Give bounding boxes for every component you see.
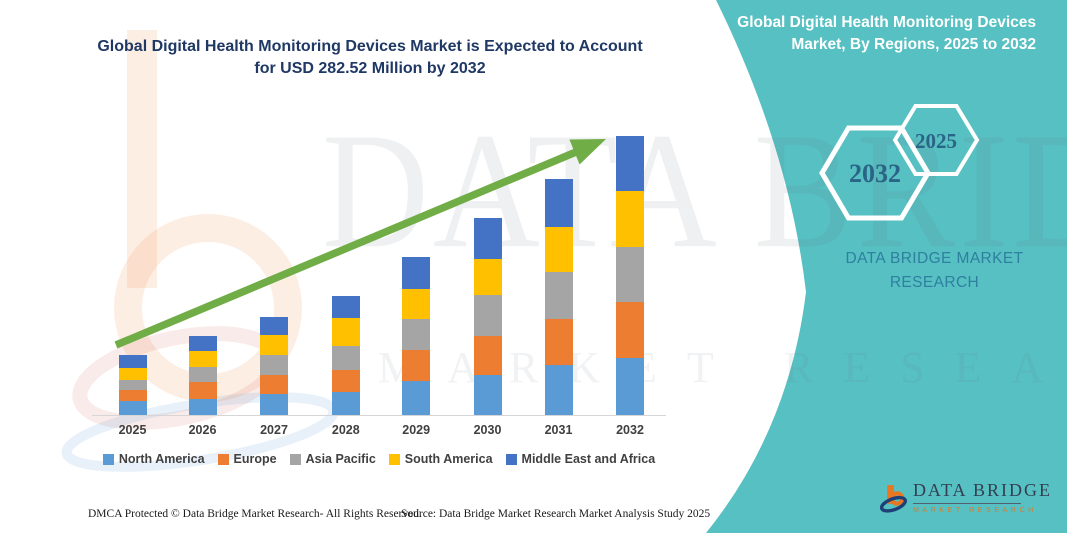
hexagon-2025-label: 2025 — [915, 129, 957, 153]
bar-segment — [260, 354, 288, 375]
bar-segment — [331, 392, 360, 415]
hexagon-2025 — [892, 104, 980, 176]
hexagon-2032-label: 2032 — [849, 159, 901, 188]
legend-label: South America — [404, 452, 493, 466]
bar-segment — [402, 380, 431, 415]
legend-item: South America — [388, 452, 493, 466]
bar-segment — [260, 375, 288, 395]
legend-swatch-icon — [289, 453, 301, 465]
bar-segment — [188, 366, 217, 383]
bar-segment — [616, 135, 644, 192]
legend-label: Europe — [233, 452, 277, 466]
logo-name: DATA BRIDGE — [912, 480, 1052, 500]
bar-segment — [331, 296, 360, 319]
x-axis-label: 2029 — [402, 423, 431, 437]
footer-copyright: DMCA Protected © Data Bridge Market Rese… — [88, 508, 422, 520]
dbmr-logo-icon — [880, 485, 907, 513]
bar-segment — [544, 364, 573, 415]
bar-segment — [188, 335, 217, 352]
bar-segment — [402, 349, 431, 381]
bar-segment — [260, 317, 288, 336]
legend-item: Europe — [217, 452, 277, 466]
bar-segment — [118, 368, 147, 380]
bar-segment — [118, 354, 147, 369]
bar-segment — [616, 247, 644, 303]
legend-label: Middle East and Africa — [521, 452, 656, 466]
bar-segment — [118, 379, 147, 391]
bar-segment — [473, 218, 502, 260]
bar-segment — [118, 400, 147, 415]
legend-swatch-icon — [388, 453, 400, 465]
bar-segment — [473, 335, 502, 376]
x-axis-label: 2032 — [616, 423, 644, 437]
x-axis-label: 2030 — [473, 423, 502, 437]
legend: North America Europe Asia Pacific South Ame… — [88, 452, 670, 466]
bar-segment — [402, 319, 431, 350]
legend-swatch-icon — [505, 453, 517, 465]
x-axis-label: 2025 — [118, 423, 147, 437]
logo-divider — [912, 503, 1021, 504]
bar-segment — [188, 382, 217, 399]
bar-segment — [402, 257, 431, 289]
legend-swatch-icon — [217, 453, 229, 465]
bar-segment — [188, 351, 217, 367]
bar-segment — [473, 259, 502, 295]
legend-item: Asia Pacific — [289, 452, 376, 466]
legend-label: Asia Pacific — [305, 452, 376, 466]
footer-source: Source: Data Bridge Market Research Mark… — [401, 508, 711, 520]
legend-label: North America — [118, 452, 205, 466]
bar-segment — [544, 318, 573, 365]
bar-segment — [544, 179, 573, 228]
chart-title: Global Digital Health Monitoring Devices… — [97, 38, 643, 77]
bar-segment — [331, 318, 360, 346]
x-axis-label: 2028 — [331, 423, 360, 437]
bar-segment — [544, 227, 573, 272]
bar-segment — [616, 358, 644, 415]
bar-segment — [260, 394, 288, 415]
x-axis-line — [92, 415, 666, 416]
legend-item: North America — [102, 452, 205, 466]
bar-segment — [616, 302, 644, 359]
hexagon-2032 — [819, 125, 931, 221]
bar-segment — [118, 390, 147, 401]
bar-segment — [331, 369, 360, 393]
brand-text: DATA BRIDGE MARKET RESEARCH — [845, 250, 1024, 292]
legend-swatch-icon — [102, 453, 114, 465]
bar-segment — [331, 345, 360, 370]
bar-segment — [473, 375, 502, 415]
x-axis-label: 2031 — [544, 423, 573, 437]
dbmr-logo: DATA BRIDGE MARKET RESEARCH — [880, 468, 1052, 526]
bar-segment — [188, 398, 217, 415]
side-panel-title: Global Digital Health Monitoring Devices… — [737, 14, 1036, 54]
x-axis-label: 2027 — [260, 423, 288, 437]
bar-segment — [616, 191, 644, 248]
hexagon-badges: 2025 2032 — [819, 104, 980, 221]
bar-segment — [544, 271, 573, 319]
bar-segment — [473, 294, 502, 336]
logo-subtitle: MARKET RESEARCH — [912, 507, 1037, 514]
legend-item: Middle East and Africa — [505, 452, 656, 466]
bar-segment — [260, 335, 288, 355]
bar-segment — [402, 288, 431, 320]
x-axis-label: 2026 — [188, 423, 217, 437]
